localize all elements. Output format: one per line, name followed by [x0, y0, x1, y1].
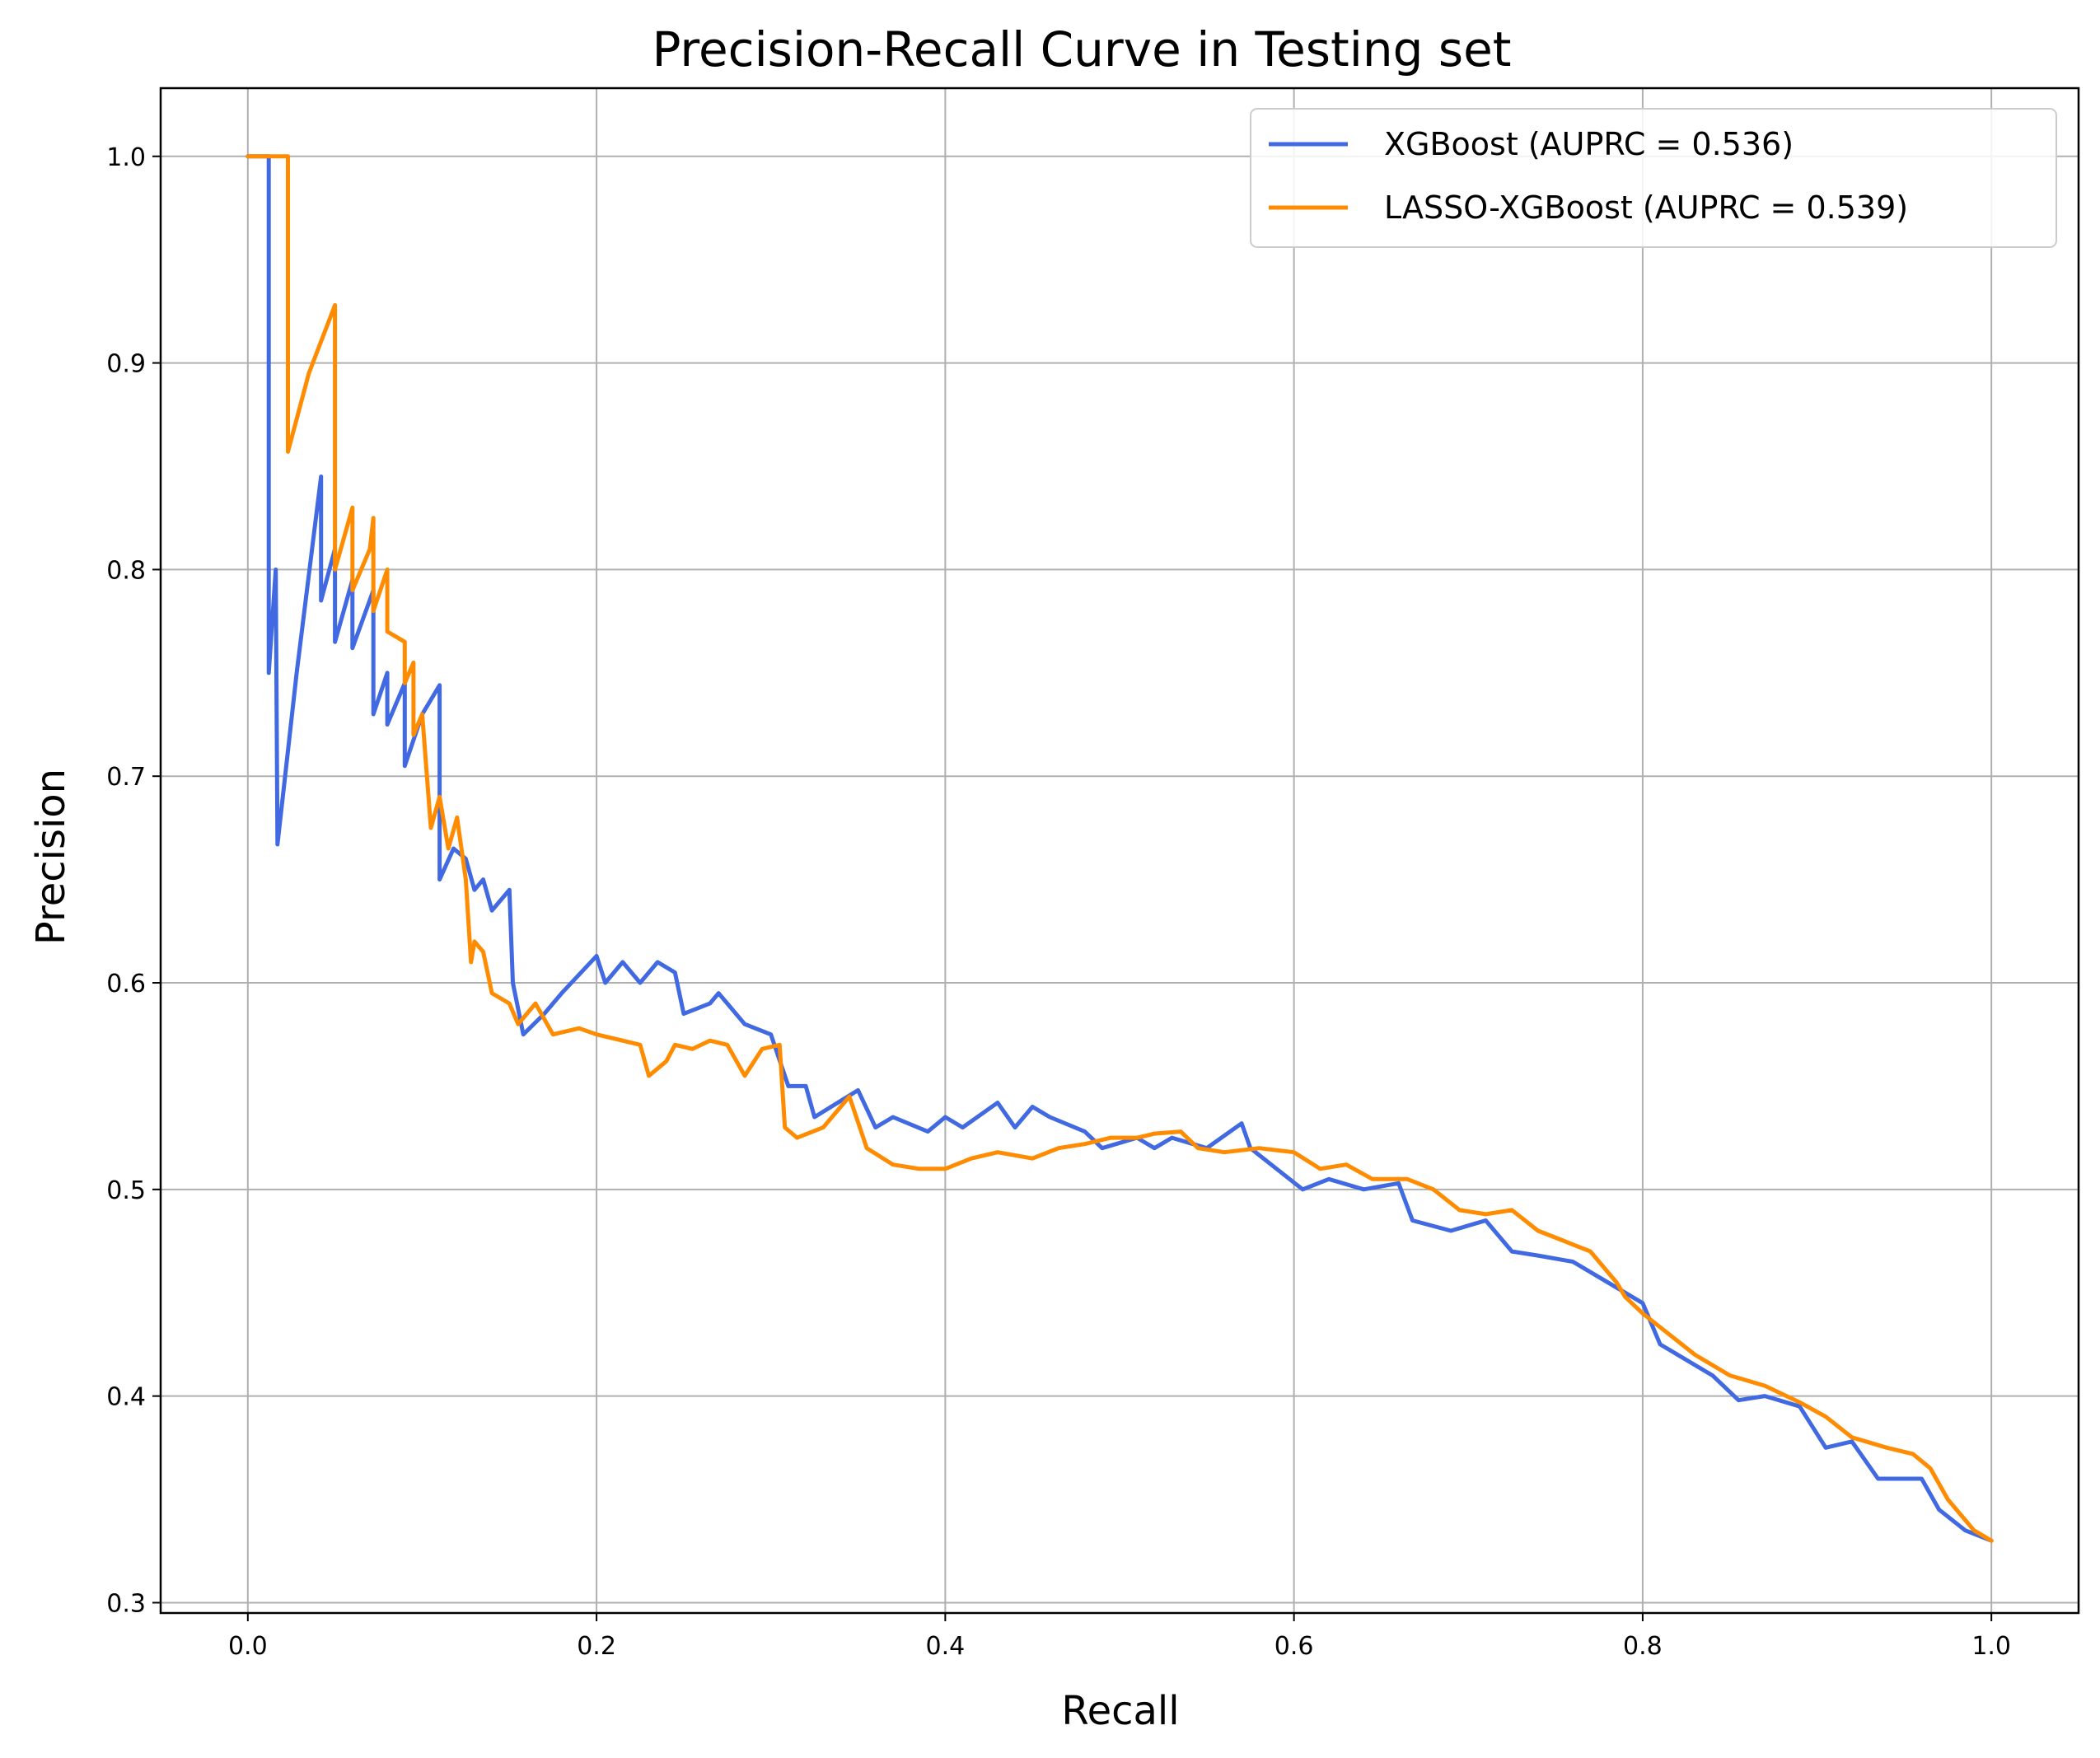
x-tick-label: 0.6: [1274, 1632, 1314, 1661]
x-tick-label: 0.8: [1623, 1632, 1663, 1661]
y-tick-label: 0.4: [106, 1383, 146, 1412]
axis-ticks: 0.0 0.2 0.4 0.6 0.8 1.0 0.3 0.4 0.5 0.6 0.7 0.8 0.9 1…: [106, 143, 2011, 1661]
x-tick-label: 1.0: [1971, 1632, 2011, 1661]
series-line-lasso-xgboost: [246, 154, 1994, 1543]
y-tick-label: 0.7: [106, 763, 146, 792]
y-tick-label: 1.0: [106, 143, 146, 172]
chart-title: Precision-Recall Curve in Testing set: [652, 21, 1511, 77]
x-tick-label: 0.2: [577, 1632, 616, 1661]
series-layer: [246, 154, 1994, 1543]
legend: XGBoost (AUPRC = 0.536) LASSO-XGBoost (A…: [1250, 108, 2057, 248]
y-tick-label: 0.8: [106, 556, 146, 585]
x-tick-label: 0.4: [926, 1632, 966, 1661]
legend-label-xgboost: XGBoost (AUPRC = 0.536): [1384, 126, 1794, 162]
y-axis-title: Precision: [28, 769, 74, 945]
y-tick-label: 0.9: [106, 350, 146, 379]
legend-box: [1250, 108, 2057, 248]
series-line-xgboost: [246, 154, 1994, 1543]
x-tick-label: 0.0: [228, 1632, 268, 1661]
legend-label-lasso-xgboost: LASSO-XGBoost (AUPRC = 0.539): [1384, 189, 1908, 226]
y-tick-label: 0.5: [106, 1176, 146, 1205]
grid: [161, 88, 2079, 1613]
y-tick-label: 0.6: [106, 970, 146, 998]
plot-area-frame: [159, 86, 2080, 1615]
y-tick-label: 0.3: [106, 1589, 146, 1618]
x-axis-title: Recall: [1061, 1688, 1179, 1734]
